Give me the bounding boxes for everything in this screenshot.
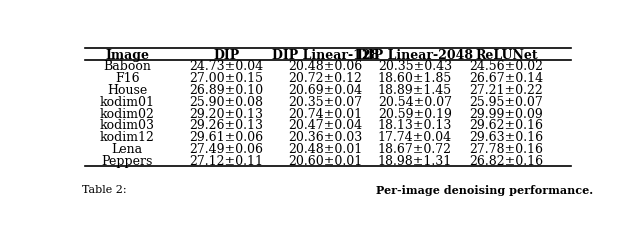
Text: 26.82±0.16: 26.82±0.16 bbox=[470, 154, 543, 167]
Text: 25.90±0.08: 25.90±0.08 bbox=[189, 95, 263, 108]
Text: 20.47±0.04: 20.47±0.04 bbox=[289, 119, 363, 132]
Text: kodim03: kodim03 bbox=[100, 119, 155, 132]
Text: 25.95±0.07: 25.95±0.07 bbox=[470, 95, 543, 108]
Text: 24.56±0.02: 24.56±0.02 bbox=[470, 60, 543, 73]
Text: 20.59±0.19: 20.59±0.19 bbox=[378, 107, 452, 120]
Text: 27.49±0.06: 27.49±0.06 bbox=[189, 142, 263, 155]
Text: kodim12: kodim12 bbox=[100, 131, 154, 144]
Text: Per-image denoising performance.: Per-image denoising performance. bbox=[376, 184, 593, 195]
Text: F16: F16 bbox=[115, 72, 140, 85]
Text: DIP Linear-128: DIP Linear-128 bbox=[272, 49, 379, 61]
Text: House: House bbox=[107, 84, 147, 97]
Text: 29.26±0.13: 29.26±0.13 bbox=[189, 119, 263, 132]
Text: Image: Image bbox=[105, 49, 149, 61]
Text: 26.67±0.14: 26.67±0.14 bbox=[470, 72, 543, 85]
Text: 20.54±0.07: 20.54±0.07 bbox=[378, 95, 452, 108]
Text: 26.89±0.10: 26.89±0.10 bbox=[189, 84, 264, 97]
Text: 27.12±0.11: 27.12±0.11 bbox=[189, 154, 263, 167]
Text: Table 2:: Table 2: bbox=[83, 184, 131, 194]
Text: 20.48±0.01: 20.48±0.01 bbox=[289, 142, 363, 155]
Text: kodim02: kodim02 bbox=[100, 107, 154, 120]
Text: 18.89±1.45: 18.89±1.45 bbox=[378, 84, 452, 97]
Text: 24.73±0.04: 24.73±0.04 bbox=[189, 60, 264, 73]
Text: 18.98±1.31: 18.98±1.31 bbox=[378, 154, 452, 167]
Text: 20.35±0.43: 20.35±0.43 bbox=[378, 60, 452, 73]
Text: Baboon: Baboon bbox=[103, 60, 151, 73]
Text: 29.99±0.09: 29.99±0.09 bbox=[470, 107, 543, 120]
Text: 29.61±0.06: 29.61±0.06 bbox=[189, 131, 264, 144]
Text: 27.00±0.15: 27.00±0.15 bbox=[189, 72, 263, 85]
Text: DIP: DIP bbox=[213, 49, 239, 61]
Text: 29.62±0.16: 29.62±0.16 bbox=[470, 119, 543, 132]
Text: 29.20±0.13: 29.20±0.13 bbox=[189, 107, 263, 120]
Text: 18.67±0.72: 18.67±0.72 bbox=[378, 142, 452, 155]
Text: 20.72±0.12: 20.72±0.12 bbox=[289, 72, 362, 85]
Text: 20.69±0.04: 20.69±0.04 bbox=[289, 84, 363, 97]
Text: 20.74±0.01: 20.74±0.01 bbox=[289, 107, 363, 120]
Text: 18.60±1.85: 18.60±1.85 bbox=[378, 72, 452, 85]
Text: 20.60±0.01: 20.60±0.01 bbox=[289, 154, 363, 167]
Text: 29.63±0.16: 29.63±0.16 bbox=[470, 131, 543, 144]
Text: 27.78±0.16: 27.78±0.16 bbox=[470, 142, 543, 155]
Text: 27.21±0.22: 27.21±0.22 bbox=[470, 84, 543, 97]
Text: ReLUNet: ReLUNet bbox=[476, 49, 538, 61]
Text: 20.36±0.03: 20.36±0.03 bbox=[289, 131, 363, 144]
Text: 20.35±0.07: 20.35±0.07 bbox=[289, 95, 362, 108]
Text: Peppers: Peppers bbox=[101, 154, 153, 167]
Text: DIP Linear-2048: DIP Linear-2048 bbox=[357, 49, 473, 61]
Text: 17.74±0.04: 17.74±0.04 bbox=[378, 131, 452, 144]
Text: 20.48±0.06: 20.48±0.06 bbox=[289, 60, 363, 73]
Text: 18.13±0.13: 18.13±0.13 bbox=[378, 119, 452, 132]
Text: kodim01: kodim01 bbox=[100, 95, 155, 108]
Text: Lena: Lena bbox=[111, 142, 143, 155]
